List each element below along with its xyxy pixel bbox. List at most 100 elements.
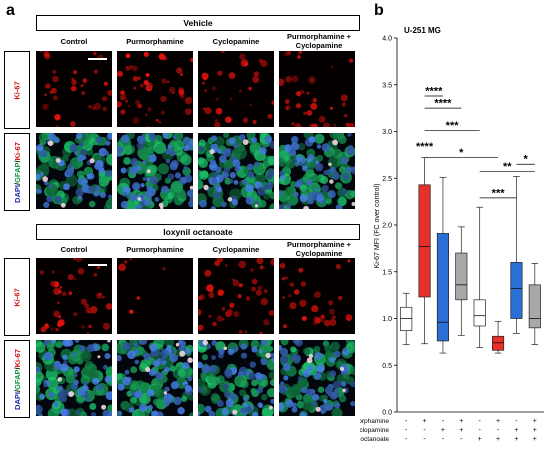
factor-sign: - <box>423 436 426 443</box>
panel-a-letter: a <box>6 2 15 19</box>
micrograph-vehicle-control-merge <box>36 133 112 209</box>
factor-sign: - <box>405 427 408 434</box>
significance-label-overall: **** <box>416 141 434 153</box>
micrograph-ioxynil-purmorphamine-ki67 <box>117 258 193 334</box>
ioxynil-group-title: Ioxynil octanoate <box>36 224 360 240</box>
chart-title: U-251 MG <box>404 26 441 35</box>
factor-sign: + <box>533 436 537 443</box>
factor-sign: - <box>497 427 500 434</box>
micrograph-vehicle-purmorphamine-ki67 <box>117 51 193 127</box>
col-label-cyclopamine: Cyclopamine <box>212 37 260 46</box>
box-body <box>510 262 523 319</box>
significance-label: *** <box>446 120 460 132</box>
row-label-ki67-text-2: Ki-67 <box>12 287 22 307</box>
y-axis-label-group: Ki-67 MFI (FC over control) <box>374 184 381 269</box>
y-tick-label: 3.0 <box>382 129 392 136</box>
box-5 <box>473 206 486 348</box>
row-label-ki67-text: Ki-67 <box>12 80 22 100</box>
box-4 <box>455 226 468 336</box>
y-tick-label: 2.5 <box>382 176 392 183</box>
micrograph-vehicle-combination-merge <box>279 133 355 209</box>
micrograph-ioxynil-combination-merge <box>279 340 355 416</box>
micrograph-vehicle-combination-ki67 <box>279 51 355 127</box>
factor-sign: - <box>442 418 445 425</box>
significance-label: **** <box>425 86 443 98</box>
col-label-purmorphamine-2: Purmorphamine <box>126 245 184 254</box>
merge-gfap-2: GFAP <box>12 369 22 390</box>
box-1 <box>400 292 413 346</box>
factor-sign: - <box>405 436 408 443</box>
micrograph-ioxynil-control-merge <box>36 340 112 416</box>
factor-sign: + <box>533 418 537 425</box>
factor-sign: + <box>514 427 518 434</box>
factor-sign: + <box>459 427 463 434</box>
vehicle-group-title: Vehicle <box>36 15 360 31</box>
col-label-purmorphamine: Purmorphamine <box>126 37 184 46</box>
significance-label: ** <box>503 161 512 173</box>
y-tick-label: 1.5 <box>382 269 392 276</box>
factor-sign: - <box>460 436 463 443</box>
row-label-ki67: Ki-67 <box>4 51 30 129</box>
box-7 <box>510 176 523 334</box>
y-tick-label: 4.0 <box>382 36 392 43</box>
box-body <box>492 335 505 351</box>
chart-plot-area: 0.00.51.01.52.02.53.03.54.0*************… <box>360 36 544 443</box>
factor-sign: - <box>515 418 518 425</box>
box-body <box>400 306 413 332</box>
factor-sign: + <box>478 436 482 443</box>
factor-label: Ioxynil octanoate <box>360 436 389 443</box>
factor-sign: - <box>423 427 426 434</box>
micrograph-ioxynil-control-ki67 <box>36 258 112 334</box>
box-body <box>455 252 468 301</box>
scale-bar-ioxynil <box>88 264 107 266</box>
row-label-merge-text: DAPI/GFAP/Ki-67 <box>13 142 22 203</box>
y-tick-label: 3.5 <box>382 82 392 89</box>
merge-dapi-2: DAPI <box>12 391 22 410</box>
col-label-control: Control <box>60 37 88 46</box>
factor-sign: + <box>496 418 500 425</box>
col-label-cyclopamine-2: Cyclopamine <box>212 245 260 254</box>
col-label-control-2: Control <box>60 245 88 254</box>
col-label-combination-2: Purmorphamine + Cyclopamine <box>287 240 351 258</box>
col-label-combination: Purmorphamine + Cyclopamine <box>287 32 351 50</box>
row-label-merge: DAPI/GFAP/Ki-67 <box>4 133 30 211</box>
scale-bar-vehicle <box>88 58 107 60</box>
row-label-merge-text-2: DAPI/GFAP/Ki-67 <box>13 349 22 410</box>
y-tick-label: 0.5 <box>382 363 392 370</box>
factor-sign: + <box>423 418 427 425</box>
significance-label: *** <box>492 187 506 199</box>
micrograph-ioxynil-purmorphamine-merge <box>117 340 193 416</box>
y-tick-label: 2.0 <box>382 223 392 230</box>
panel-b-letter: b <box>374 2 384 19</box>
row-label-merge-2: DAPI/GFAP/Ki-67 <box>4 340 30 418</box>
box-3 <box>436 176 449 354</box>
factor-sign: + <box>441 427 445 434</box>
box-6 <box>492 320 505 354</box>
box-plot-chart: U-251 MG Ki-67 MFI (FC over control) 0.0… <box>360 26 544 443</box>
factor-sign: - <box>442 436 445 443</box>
micrograph-vehicle-purmorphamine-merge <box>117 133 193 209</box>
y-tick-label: 1.0 <box>382 316 392 323</box>
significance-label: **** <box>434 98 452 110</box>
box-8 <box>528 262 541 346</box>
factor-label: Cyclopamine <box>360 427 389 434</box>
y-axis-label: Ki-67 MFI (FC over control) <box>374 184 381 269</box>
factor-sign: - <box>405 418 408 425</box>
factor-label: Purmorphamine <box>360 418 389 425</box>
micrograph-vehicle-cyclopamine-merge <box>198 133 274 209</box>
factor-sign: - <box>479 418 482 425</box>
merge-ki67-2: Ki-67 <box>12 348 22 367</box>
micrograph-ioxynil-cyclopamine-merge <box>198 340 274 416</box>
row-label-ki67-2: Ki-67 <box>4 258 30 336</box>
box-body <box>436 233 449 342</box>
y-tick-label: 0.0 <box>382 410 392 417</box>
box-2 <box>418 157 431 345</box>
factor-sign: + <box>459 418 463 425</box>
factor-sign: - <box>479 427 482 434</box>
significance-label: * <box>459 147 464 159</box>
box-body <box>473 299 486 327</box>
significance-label: * <box>523 154 528 166</box>
merge-ki67: Ki-67 <box>12 141 22 160</box>
micrograph-vehicle-control-ki67 <box>36 51 112 127</box>
merge-gfap: GFAP <box>12 162 22 183</box>
